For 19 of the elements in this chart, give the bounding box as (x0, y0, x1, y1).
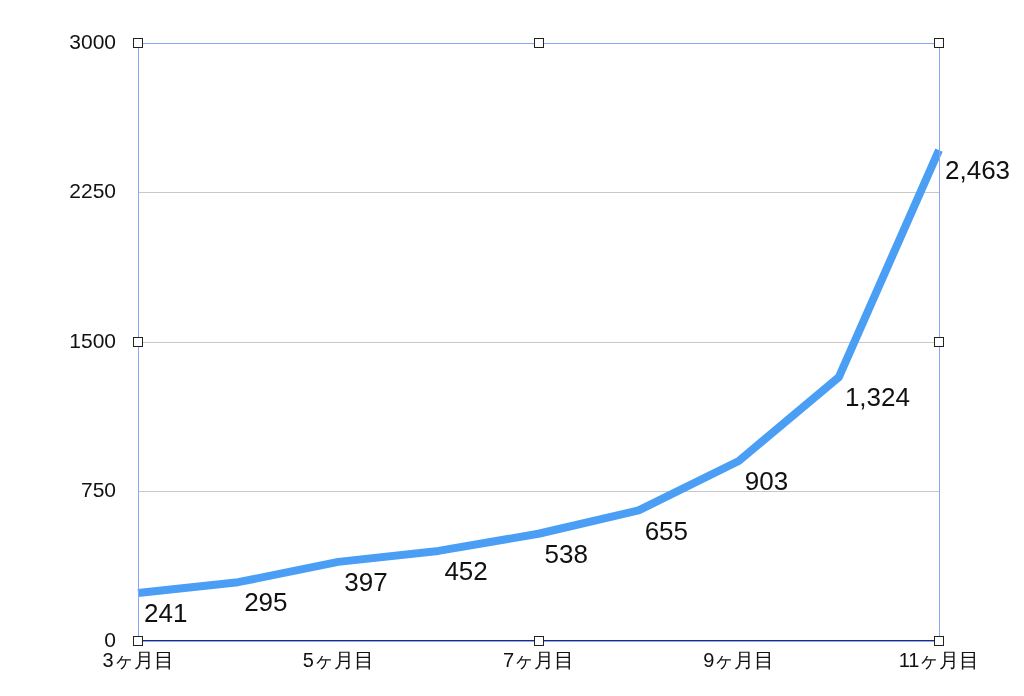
data-label: 295 (244, 587, 288, 618)
data-label: 655 (644, 515, 689, 546)
x-tick-label: 9ヶ月目 (703, 648, 775, 671)
data-label: 538 (544, 538, 588, 569)
data-label: 397 (344, 567, 388, 598)
data-label: 2,463 (945, 155, 1011, 186)
data-label: 241 (144, 598, 188, 629)
data-label: 452 (444, 556, 488, 587)
x-tick-label: 3ヶ月目 (102, 648, 174, 671)
y-tick-label: 1500 (69, 328, 116, 352)
x-tick-label: 11ヶ月目 (898, 648, 980, 671)
y-tick-label: 2250 (69, 179, 116, 203)
x-tick-label: 5ヶ月目 (302, 648, 374, 671)
y-tick-label: 3000 (69, 29, 116, 53)
y-tick-label: 750 (80, 478, 116, 502)
data-label: 1,324 (844, 382, 910, 413)
x-tick-label: 7ヶ月目 (502, 648, 575, 671)
data-label: 903 (744, 466, 789, 497)
y-tick-label: 0 (104, 627, 116, 651)
